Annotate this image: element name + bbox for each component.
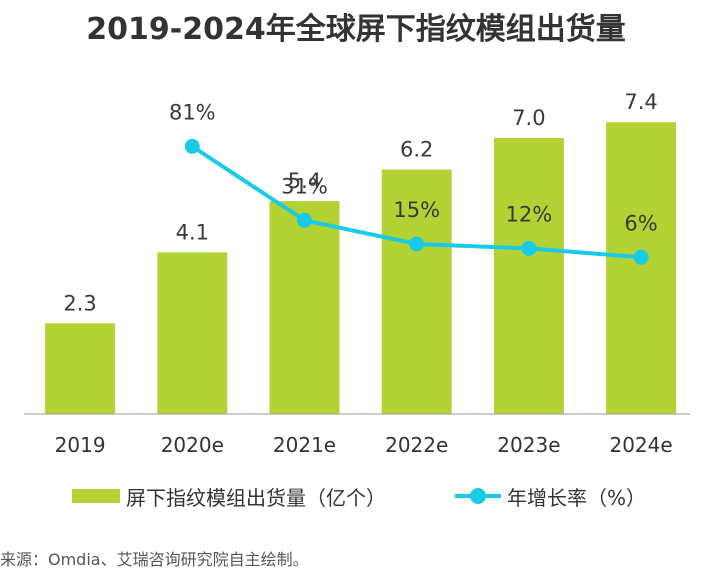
x-tick-label: 2022e <box>385 433 448 457</box>
growth-value-label: 6% <box>624 211 657 235</box>
x-tick-label: 2020e <box>161 433 224 457</box>
bar-value-label: 4.1 <box>176 220 209 244</box>
labels-layer: 2.3 2019 4.1 2020e 5.4 2021e 6.2 2022e 7.0 2023e 7… <box>55 90 673 457</box>
x-tick-label: 2021e <box>273 433 336 457</box>
legend-item-growth: 年增长率（%） <box>455 482 646 510</box>
bar-value-label: 6.2 <box>400 138 433 162</box>
growth-value-label: 12% <box>506 202 553 226</box>
bar-value-label: 7.0 <box>512 106 545 130</box>
bar-value-label: 7.4 <box>624 90 657 114</box>
bar-2024e <box>606 122 677 414</box>
legend-line-swatch <box>455 486 501 506</box>
chart-title: 2019-2024年全球屏下指纹模组出货量 <box>86 12 626 47</box>
bar-2020e <box>157 252 228 414</box>
bar-2022e <box>381 169 452 414</box>
growth-line-layer <box>184 138 649 265</box>
bar-2023e <box>493 138 564 414</box>
bars-layer <box>45 122 677 414</box>
x-tick-label: 2019 <box>55 433 106 457</box>
legend-item-shipments: 屏下指纹模组出货量（亿个） <box>72 482 386 510</box>
growth-value-label: 81% <box>169 100 216 124</box>
growth-value-label: 31% <box>281 174 328 198</box>
legend-bar-swatch <box>72 489 120 503</box>
source-note: 来源：Omdia、艾瑞咨询研究院自主绘制。 <box>0 550 309 569</box>
bar-value-label: 5.4 <box>288 169 321 193</box>
legend-label-shipments: 屏下指纹模组出货量（亿个） <box>126 485 386 510</box>
growth-point <box>184 138 200 154</box>
x-tick-label: 2023e <box>497 433 560 457</box>
growth-value-label: 15% <box>393 198 440 222</box>
legend-label-growth: 年增长率（%） <box>507 485 647 510</box>
bar-2021e <box>269 201 340 414</box>
growth-point <box>409 236 425 252</box>
growth-point <box>297 212 312 228</box>
growth-point <box>521 240 537 256</box>
x-tick-label: 2024e <box>609 433 672 457</box>
bar-value-label: 2.3 <box>63 291 96 315</box>
bar-2019 <box>45 323 116 414</box>
growth-point <box>633 249 649 265</box>
